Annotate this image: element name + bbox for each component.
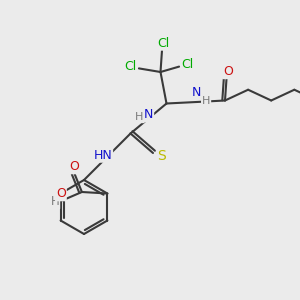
Text: Cl: Cl: [158, 37, 169, 50]
Text: N: N: [192, 86, 201, 99]
Text: O: O: [56, 187, 66, 200]
Text: H: H: [135, 112, 144, 122]
Text: O: O: [223, 65, 233, 78]
Text: HN: HN: [93, 149, 112, 162]
Text: N: N: [144, 108, 153, 122]
Text: S: S: [157, 149, 166, 163]
Text: O: O: [69, 160, 79, 173]
Text: H: H: [202, 96, 210, 106]
Text: Cl: Cl: [182, 58, 194, 71]
Text: Cl: Cl: [124, 60, 136, 74]
Text: H: H: [50, 195, 59, 208]
